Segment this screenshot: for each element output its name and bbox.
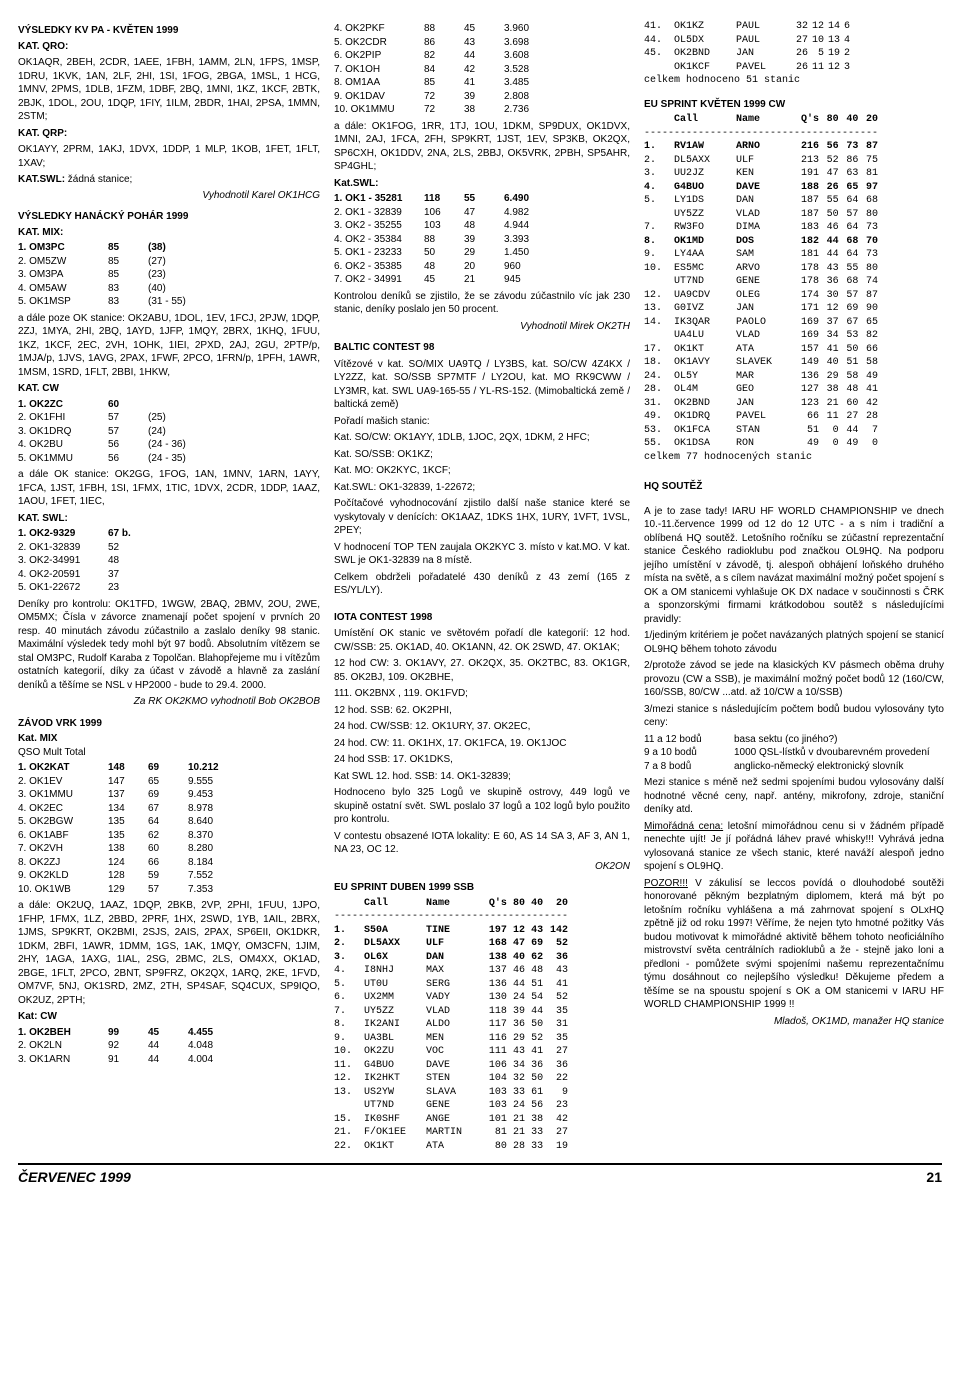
body-text: V contestu obsazené IOTA lokality: E 60,… (334, 830, 630, 857)
kat-label: KAT. SWL: (18, 512, 320, 526)
kat-label: KAT. QRO: (18, 40, 320, 54)
results-table: 4. OK2PKF88453.9605. OK2CDR86433.6986. O… (334, 22, 544, 117)
section-title: VÝSLEDKY HANÁCKÝ POHÁR 1999 (18, 210, 320, 224)
body-text: Deníky pro kontrolu: OK1TFD, 1WGW, 2BAQ,… (18, 598, 320, 693)
section-title: BALTIC CONTEST 98 (334, 341, 630, 355)
section-title: EU SPRINT DUBEN 1999 SSB (334, 881, 630, 895)
column-1: VÝSLEDKY KV PA - KVĚTEN 1999 KAT. QRO: O… (18, 20, 320, 1153)
body-text: Umístění OK stanic ve světovém pořadí dl… (334, 627, 630, 654)
body-text: a dále: OK2UQ, 1AAZ, 1DQP, 2BKB, 2VP, 2P… (18, 899, 320, 1007)
body-text: Kat. SO/CW: OK1AYY, 1DLB, 1JOC, 2QX, 1DK… (334, 431, 630, 445)
body-text: Mezi stanice s méně než sedmi spojeními … (644, 776, 944, 817)
body-text: 24 hod. CW/SSB: 12. OK1URY, 37. OK2EC, (334, 720, 630, 734)
results-table: 1. OK2ZC602. OK1FHI57(25)3. OK1DRQ57(24)… (18, 398, 192, 466)
body-text: Kat. MO: OK2KYC, 1KCF; (334, 464, 630, 478)
body-text: Kat.SWL: OK1-32839, 1-22672; (334, 481, 630, 495)
page-number: 21 (926, 1169, 942, 1185)
signature: Za RK OK2KMO vyhodnotil Bob OK2BOB (18, 695, 320, 709)
kat-label: Kat.SWL: (334, 177, 630, 191)
body-text: 1/jediným kritériem je počet navázaných … (644, 629, 944, 656)
body-text: 2/protože závod se jede na klasických KV… (644, 659, 944, 700)
section-title: ZÁVOD VRK 1999 (18, 717, 320, 731)
body-text: Kat. SO/SSB: OK1KZ; (334, 448, 630, 462)
mono-table: 41.OK1KZPAUL321214644.OL5DXPAUL271013445… (644, 20, 854, 74)
signature: Vyhodnotil Mirek OK2TH (334, 320, 630, 334)
results-table: 1. OK2BEH99454.4552. OK2LN92444.0483. OK… (18, 1026, 228, 1067)
mono-table: CallNameQ's804020-----------------------… (644, 113, 882, 451)
signature: OK2ON (334, 860, 630, 874)
column-2: 4. OK2PKF88453.9605. OK2CDR86433.6986. O… (334, 20, 630, 1153)
column-3: 41.OK1KZPAUL321214644.OL5DXPAUL271013445… (644, 20, 944, 1153)
results-table: 1. OK1 - 35281118556.4902. OK1 - 3283910… (334, 192, 544, 287)
kat-label: KAT. MIX: (18, 226, 320, 240)
body-text: POZOR!!! V zákulisí se leccos povídá o d… (644, 877, 944, 1012)
prize-table: 11 a 12 bodůbasa sektu (co jiného?)9 a 1… (644, 733, 936, 774)
body-text: Celkem obdrželi pořadatelé 430 deníků z … (334, 571, 630, 598)
body-text: Pořadí mašich stanic: (334, 415, 630, 429)
body-text: 3/mezi stanice s následujícím počtem bod… (644, 703, 944, 730)
section-title: VÝSLEDKY KV PA - KVĚTEN 1999 (18, 24, 320, 38)
results-table: 1. OM3PC85(38)2. OM5ZW85(27)3. OM3PA85(2… (18, 241, 192, 309)
body-text: Kat SWL 12. hod. SSB: 14. OK1-32839; (334, 770, 630, 784)
body-text: Mimořádná cena: letošní mimořádnou cenu … (644, 820, 944, 874)
section-title: IOTA CONTEST 1998 (334, 611, 630, 625)
body-text: a dále OK stanice: OK2GG, 1FOG, 1AN, 1MN… (18, 468, 320, 509)
body-text: Kontrolou deníků se zjistilo, že se závo… (334, 290, 630, 317)
body-text: Počítačové vyhodnocování zjistilo další … (334, 497, 630, 538)
body-text: a dále poze OK stanice: OK2ABU, 1DOL, 1E… (18, 312, 320, 380)
table-header: QSO Mult Total (18, 746, 320, 760)
kat-label: KAT. QRP: (18, 127, 320, 141)
summary-line: celkem hodnoceno 51 stanic (644, 74, 944, 88)
body-text: 111. OK2BNX , 119. OK1FVD; (334, 687, 630, 701)
summary-line: celkem 77 hodnocených stanic (644, 451, 944, 465)
signature: Mladoš, OK1MD, manažer HQ stanice (644, 1015, 944, 1029)
body-text: 12 hod. SSB: 62. OK2PHI, (334, 704, 630, 718)
body-text: V hodnocení TOP TEN zaujala OK2KYC 3. mí… (334, 541, 630, 568)
body-text: 12 hod CW: 3. OK1AVY, 27. OK2QX, 35. OK2… (334, 657, 630, 684)
body-text: Vítězové v kat. SO/MIX UA9TQ / LY3BS, ka… (334, 358, 630, 412)
kat-label: Kat: CW (18, 1010, 320, 1024)
footer-left: ČERVENEC 1999 (18, 1169, 131, 1185)
section-title: EU SPRINT KVĚTEN 1999 CW (644, 98, 944, 112)
mono-table: CallNameQ's804020-----------------------… (334, 897, 572, 1154)
section-title: HQ SOUTĚŽ (644, 480, 944, 494)
body-text: OK1AYY, 2PRM, 1AKJ, 1DVX, 1DDP, 1 MLP, 1… (18, 143, 320, 170)
body-text: 24 hod SSB: 17. OK1DKS, (334, 753, 630, 767)
body-text: Hodnoceno bylo 325 Logů ve skupině ostro… (334, 786, 630, 827)
results-table: 1. OK2-932967 b.2. OK1-32839523. OK2-349… (18, 527, 137, 595)
kat-label: KAT.SWL: žádná stanice; (18, 173, 320, 187)
results-table: 1. OK2KAT1486910.2122. OK1EV147659.5553.… (18, 761, 228, 896)
signature: Vyhodnotil Karel OK1HCG (18, 189, 320, 203)
body-text: a dále: OK1FOG, 1RR, 1TJ, 1OU, 1DKM, SP9… (334, 120, 630, 174)
kat-label: Kat. MIX (18, 732, 320, 746)
body-text: OK1AQR, 2BEH, 2CDR, 1AEE, 1FBH, 1AMM, 2L… (18, 56, 320, 124)
kat-label: KAT. CW (18, 382, 320, 396)
body-text: A je to zase tady! IARU HF WORLD CHAMPIO… (644, 505, 944, 627)
page-footer: ČERVENEC 1999 21 (18, 1163, 942, 1185)
body-text: 24 hod. CW: 11. OK1HX, 17. OK1FCA, 19. O… (334, 737, 630, 751)
